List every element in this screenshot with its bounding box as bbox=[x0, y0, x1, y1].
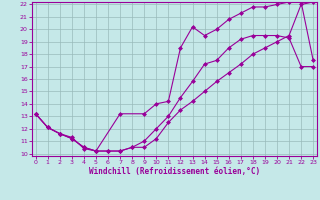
X-axis label: Windchill (Refroidissement éolien,°C): Windchill (Refroidissement éolien,°C) bbox=[89, 167, 260, 176]
